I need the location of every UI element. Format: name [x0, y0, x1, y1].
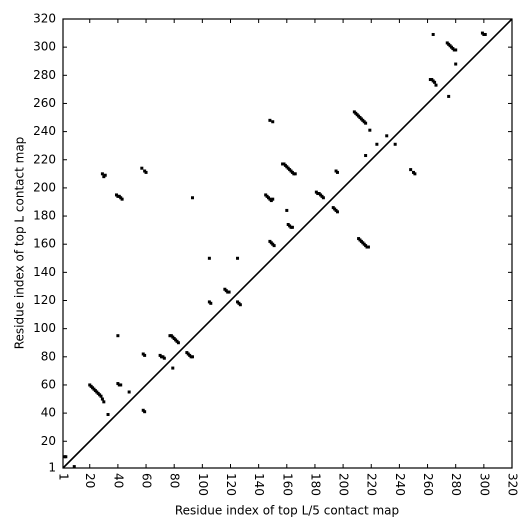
contact-point — [364, 121, 368, 125]
contact-point — [290, 225, 294, 229]
contact-point — [271, 120, 275, 124]
y-tick-label: 1 — [48, 461, 56, 475]
contact-point — [176, 341, 180, 345]
contact-point — [162, 356, 166, 360]
contact-point — [209, 301, 213, 305]
contact-point — [100, 172, 104, 176]
y-tick-label: 320 — [33, 12, 56, 26]
x-tick-label: 80 — [168, 473, 182, 488]
y-tick-label: 140 — [33, 265, 56, 279]
contact-point — [366, 245, 370, 249]
x-tick-label: 100 — [196, 473, 210, 496]
y-tick-label: 180 — [33, 209, 56, 223]
contact-point — [140, 166, 144, 170]
contact-point — [64, 455, 68, 459]
contact-point — [271, 197, 275, 201]
diagonal-line — [62, 18, 513, 469]
contact-point — [321, 196, 325, 200]
contact-point — [100, 397, 104, 401]
y-tick-label: 120 — [33, 293, 56, 307]
contact-point — [190, 196, 194, 200]
x-tick-label: 220 — [365, 473, 379, 496]
contact-point — [120, 197, 124, 201]
contact-point — [143, 353, 147, 357]
x-tick-label: 140 — [252, 473, 266, 496]
y-tick-label: 300 — [33, 40, 56, 54]
contact-point — [143, 410, 147, 414]
contact-point — [393, 142, 397, 146]
y-tick-label: 260 — [33, 96, 56, 110]
contact-point — [268, 118, 272, 122]
x-tick-label: 160 — [280, 473, 294, 496]
contact-point — [483, 32, 487, 36]
contact-point — [385, 134, 389, 138]
contact-point — [375, 142, 379, 146]
contact-point — [368, 128, 372, 132]
contact-point — [272, 244, 276, 248]
contact-point — [72, 465, 76, 469]
y-tick-label: 60 — [41, 377, 56, 391]
plot-frame — [62, 18, 513, 469]
contact-point — [413, 172, 417, 176]
x-tick-label: 240 — [393, 473, 407, 496]
x-tick-label: 300 — [477, 473, 491, 496]
y-tick-label: 40 — [41, 406, 56, 420]
x-tick-label: 20 — [83, 473, 97, 488]
contact-point — [127, 390, 131, 394]
contact-point — [99, 394, 103, 398]
x-tick-label: 40 — [111, 473, 125, 488]
x-tick-label: 120 — [224, 473, 238, 496]
x-tick-label: 200 — [337, 473, 351, 496]
contact-point — [171, 366, 175, 370]
contact-point — [103, 173, 107, 177]
contact-point — [227, 290, 231, 294]
contact-point — [207, 256, 211, 260]
x-tick-label: 60 — [140, 473, 154, 488]
contact-point — [433, 80, 437, 84]
contact-point — [144, 170, 148, 174]
contact-point — [236, 256, 240, 260]
x-tick-label: 260 — [421, 473, 435, 496]
y-tick-label: 240 — [33, 124, 56, 138]
x-tick-label: 280 — [449, 473, 463, 496]
y-tick-label: 220 — [33, 152, 56, 166]
x-axis-label: Residue index of top L/5 contact map — [175, 504, 399, 518]
y-tick-label: 200 — [33, 180, 56, 194]
contact-point — [431, 32, 435, 36]
y-tick-label: 80 — [41, 349, 56, 363]
contact-point — [190, 355, 194, 359]
x-tick-label: 320 — [506, 473, 520, 496]
contact-point — [335, 210, 339, 214]
contact-point — [364, 154, 368, 158]
x-tick-label: 1 — [57, 473, 71, 481]
y-tick-label: 280 — [33, 68, 56, 82]
contact-point — [116, 334, 120, 338]
y-tick-label: 100 — [33, 321, 56, 335]
contact-point — [409, 168, 413, 172]
contact-point — [454, 48, 458, 52]
y-tick-label: 20 — [41, 434, 56, 448]
contact-point — [238, 303, 242, 307]
contact-point — [102, 400, 106, 404]
contact-point — [335, 170, 339, 174]
x-tick-label: 180 — [308, 473, 322, 496]
contact-point — [434, 83, 438, 87]
contact-point — [119, 383, 123, 387]
contact-point — [454, 62, 458, 66]
contact-point — [447, 94, 451, 98]
y-axis-label: Residue index of top L contact map — [13, 137, 27, 350]
contact-point — [293, 172, 297, 176]
y-tick-label: 160 — [33, 237, 56, 251]
contact-point — [285, 208, 289, 212]
contact-point — [106, 413, 110, 417]
